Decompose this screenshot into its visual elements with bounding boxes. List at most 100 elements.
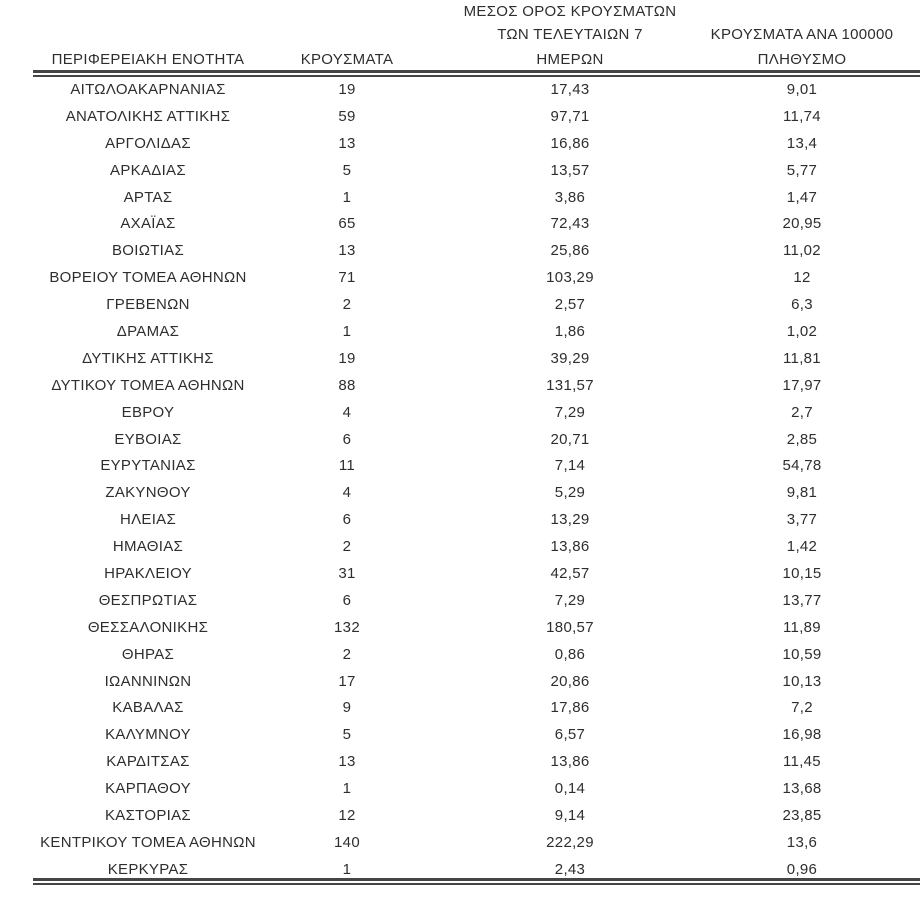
per100k-cell: 10,15 [782,564,822,582]
table-row: ΑΧΑΪΑΣ 65 72,43 20,95 [0,210,920,237]
per100k-cell: 10,59 [782,645,822,663]
avg7-cell: 5,29 [554,484,586,502]
table-row: ΔΥΤΙΚΗΣ ΑΤΤΙΚΗΣ 19 39,29 11,81 [0,345,920,372]
cases-cell: 6 [342,591,352,609]
region-cell: ΚΑΡΔΙΤΣΑΣ [106,753,190,771]
table-row: ΑΡΚΑΔΙΑΣ 5 13,57 5,77 [0,157,920,184]
table-row: ΒΟΙΩΤΙΑΣ 13 25,86 11,02 [0,237,920,264]
per100k-cell: 54,78 [782,457,822,475]
region-cell: ΚΕΡΚΥΡΑΣ [107,860,189,878]
table-row: ΘΕΣΣΑΛΟΝΙΚΗΣ 132 180,57 11,89 [0,614,920,641]
table-row: ΑΡΓΟΛΙΔΑΣ 13 16,86 13,4 [0,130,920,157]
per100k-cell: 2,85 [786,430,818,448]
cases-cell: 2 [342,538,352,556]
table-row: ΚΑΣΤΟΡΙΑΣ 12 9,14 23,85 [0,802,920,829]
table-row: ΑΡΤΑΣ 1 3,86 1,47 [0,184,920,211]
table-row: ΗΡΑΚΛΕΙΟΥ 31 42,57 10,15 [0,560,920,587]
region-cell: ΒΟΙΩΤΙΑΣ [111,242,185,260]
region-cell: ΕΥΒΟΙΑΣ [114,430,182,448]
per100k-cell: 1,02 [786,322,818,340]
per100k-cell: 20,95 [782,215,822,233]
region-cell: ΚΑΛΥΜΝΟΥ [105,726,191,744]
table-row: ΕΒΡΟΥ 4 7,29 2,7 [0,399,920,426]
region-cell: ΑΝΑΤΟΛΙΚΗΣ ΑΤΤΙΚΗΣ [65,107,231,125]
avg7-cell: 1,86 [554,322,586,340]
per100k-cell: 1,47 [786,188,818,206]
avg7-cell: 0,86 [554,645,586,663]
table-body: ΑΙΤΩΛΟΑΚΑΡΝΑΝΙΑΣ 19 17,43 9,01 ΑΝΑΤΟΛΙΚΗ… [0,76,920,883]
avg7-cell: 222,29 [546,833,594,851]
table-row: ΗΛΕΙΑΣ 6 13,29 3,77 [0,506,920,533]
per100k-cell: 3,77 [786,511,818,529]
table-row: ΔΡΑΜΑΣ 1 1,86 1,02 [0,318,920,345]
header-rule-bottom-line [33,74,920,77]
avg7-cell: 6,57 [554,726,586,744]
region-cell: ΔΥΤΙΚΟΥ ΤΟΜΕΑ ΑΘΗΝΩΝ [51,376,245,394]
table-row: ΖΑΚΥΝΘΟΥ 4 5,29 9,81 [0,479,920,506]
avg7-cell: 7,29 [554,591,586,609]
cases-cell: 5 [342,726,352,744]
region-cell: ΕΒΡΟΥ [121,403,175,421]
avg7-cell: 13,86 [550,538,590,556]
avg7-cell: 97,71 [550,107,590,125]
table-row: ΚΕΝΤΡΙΚΟΥ ΤΟΜΕΑ ΑΘΗΝΩΝ 140 222,29 13,6 [0,829,920,856]
cases-cell: 13 [338,242,356,260]
cases-cell: 9 [342,699,352,717]
region-cell: ΒΟΡΕΙΟΥ ΤΟΜΕΑ ΑΘΗΝΩΝ [49,269,247,287]
per100k-cell: 11,74 [783,107,821,125]
table-row: ΚΑΛΥΜΝΟΥ 5 6,57 16,98 [0,721,920,748]
cases-cell: 4 [342,403,352,421]
table-row: ΗΜΑΘΙΑΣ 2 13,86 1,42 [0,533,920,560]
region-cell: ΑΡΚΑΔΙΑΣ [110,161,186,179]
avg7-cell: 39,29 [550,349,590,367]
cases-cell: 140 [334,833,360,851]
cases-cell: 5 [342,161,352,179]
cases-cell: 1 [342,780,352,798]
cases-cell: 1 [342,188,352,206]
cases-cell: 65 [338,215,356,233]
region-cell: ΗΡΑΚΛΕΙΟΥ [104,564,192,582]
avg7-cell: 16,86 [550,134,590,152]
table-row: ΒΟΡΕΙΟΥ ΤΟΜΕΑ ΑΘΗΝΩΝ 71 103,29 12 [0,264,920,291]
avg7-cell: 3,86 [554,188,586,206]
per100k-cell: 9,81 [786,484,818,502]
per100k-cell: 0,96 [786,860,818,878]
region-cell: ΔΥΤΙΚΗΣ ΑΤΤΙΚΗΣ [82,349,214,367]
per100k-cell: 9,01 [786,80,818,98]
cases-cell: 11 [338,457,356,475]
avg7-cell: 17,43 [550,80,590,98]
region-cell: ΘΗΡΑΣ [121,645,175,663]
table-row: ΔΥΤΙΚΟΥ ΤΟΜΕΑ ΑΘΗΝΩΝ 88 131,57 17,97 [0,372,920,399]
table-row: ΚΕΡΚΥΡΑΣ 1 2,43 0,96 [0,856,920,883]
region-cell: ΓΡΕΒΕΝΩΝ [106,296,190,314]
per100k-cell: 16,98 [782,726,822,744]
avg7-cell: 131,57 [546,376,594,394]
avg7-cell: 2,57 [554,296,586,314]
column-header-per100k-line2: ΠΛΗΘΥΣΜΟ [757,51,847,68]
avg7-cell: 17,86 [550,699,590,717]
per100k-cell: 6,3 [791,296,813,314]
region-cell: ΚΕΝΤΡΙΚΟΥ ΤΟΜΕΑ ΑΘΗΝΩΝ [40,833,256,851]
cases-cell: 2 [342,296,352,314]
cases-cell: 17 [338,672,356,690]
region-cell: ΑΙΤΩΛΟΑΚΑΡΝΑΝΙΑΣ [70,80,226,98]
region-cell: ΘΕΣΠΡΩΤΙΑΣ [98,591,198,609]
column-header-avg7-line2: ΤΩΝ ΤΕΛΕΥΤΑΙΩΝ 7 [497,26,643,43]
per100k-cell: 2,7 [791,403,813,421]
table-row: ΘΕΣΠΡΩΤΙΑΣ 6 7,29 13,77 [0,587,920,614]
per100k-cell: 7,2 [791,699,813,717]
table-row: ΑΙΤΩΛΟΑΚΑΡΝΑΝΙΑΣ 19 17,43 9,01 [0,76,920,103]
cases-cell: 132 [334,618,360,636]
per100k-cell: 13,6 [786,833,818,851]
column-header-per100k-line1: ΚΡΟΥΣΜΑΤΑ ΑΝΑ 100000 [710,26,894,43]
footer-rule-top-line [33,878,920,881]
table-row: ΕΥΡΥΤΑΝΙΑΣ 11 7,14 54,78 [0,452,920,479]
avg7-cell: 20,86 [550,672,590,690]
cases-cell: 59 [338,107,356,125]
cases-cell: 19 [338,349,356,367]
region-cell: ΑΧΑΪΑΣ [120,215,176,233]
cases-cell: 4 [342,484,352,502]
region-cell: ΔΡΑΜΑΣ [116,322,180,340]
table-row: ΚΑΡΠΑΘΟΥ 1 0,14 13,68 [0,775,920,802]
column-header-region: ΠΕΡΙΦΕΡΕΙΑΚΗ ΕΝΟΤΗΤΑ [51,51,245,68]
